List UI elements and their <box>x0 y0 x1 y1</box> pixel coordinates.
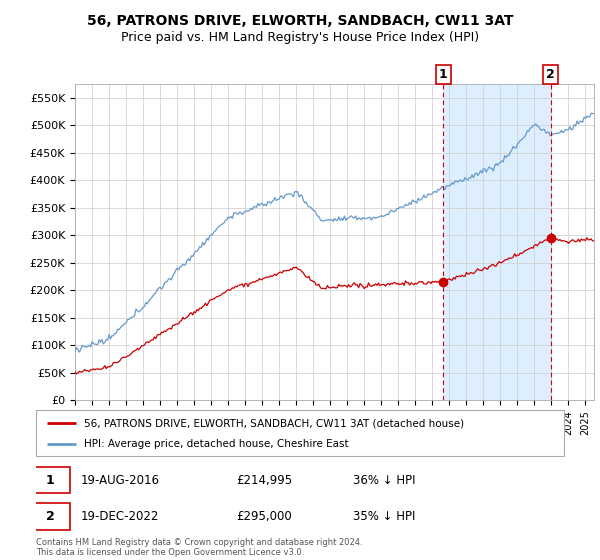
FancyBboxPatch shape <box>31 467 70 493</box>
Text: 2: 2 <box>46 510 55 523</box>
Text: Price paid vs. HM Land Registry's House Price Index (HPI): Price paid vs. HM Land Registry's House … <box>121 31 479 44</box>
Text: £295,000: £295,000 <box>236 510 292 523</box>
Text: 1: 1 <box>439 68 448 81</box>
Text: 19-DEC-2022: 19-DEC-2022 <box>81 510 159 523</box>
Text: HPI: Average price, detached house, Cheshire East: HPI: Average price, detached house, Ches… <box>83 438 348 449</box>
Text: Contains HM Land Registry data © Crown copyright and database right 2024.
This d: Contains HM Land Registry data © Crown c… <box>36 538 362 557</box>
Bar <box>443 84 551 400</box>
Text: 2: 2 <box>547 68 555 81</box>
FancyBboxPatch shape <box>31 503 70 530</box>
Text: 35% ↓ HPI: 35% ↓ HPI <box>353 510 415 523</box>
Text: 1: 1 <box>46 474 55 487</box>
Text: 56, PATRONS DRIVE, ELWORTH, SANDBACH, CW11 3AT: 56, PATRONS DRIVE, ELWORTH, SANDBACH, CW… <box>87 14 513 28</box>
Text: 56, PATRONS DRIVE, ELWORTH, SANDBACH, CW11 3AT (detached house): 56, PATRONS DRIVE, ELWORTH, SANDBACH, CW… <box>83 418 464 428</box>
FancyBboxPatch shape <box>36 410 564 456</box>
Text: 36% ↓ HPI: 36% ↓ HPI <box>353 474 415 487</box>
Text: 19-AUG-2016: 19-AUG-2016 <box>81 474 160 487</box>
Text: £214,995: £214,995 <box>236 474 293 487</box>
